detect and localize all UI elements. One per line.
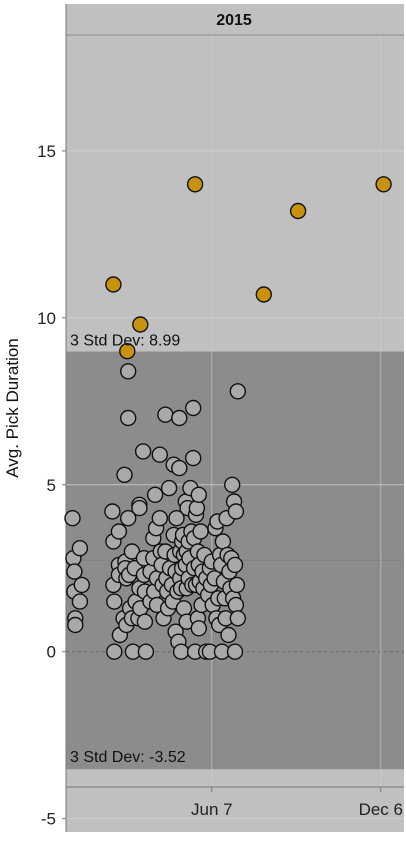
data-point [184,449,202,467]
data-point [71,593,89,610]
data-point [137,643,155,660]
data-point [157,406,174,423]
data-point [184,399,202,417]
data-point [131,499,148,517]
outlier-point [105,276,122,293]
data-point [151,446,169,463]
upper-band-label: 3 Std Dev: 8.99 [70,333,180,350]
x-tick-label: Jun 7 [191,800,233,819]
chart-title: 2015 [216,12,252,29]
outlier-point [289,202,307,220]
band-labels: 3 Std Dev: 8.99 3 Std Dev: -3.52 [70,333,186,767]
data-point [160,479,178,497]
data-point [172,643,190,660]
y-tick-label: 0 [47,643,56,662]
data-point [104,503,121,520]
outlier-point [119,343,136,360]
y-axis-ticks: -5 0 5 10 15 [37,142,66,829]
data-point [110,523,128,540]
data-point [67,616,84,634]
data-point [171,459,188,477]
data-point [146,486,164,503]
outlier-point [186,176,204,193]
data-point [229,383,247,400]
data-point [119,409,137,427]
x-tick-label: Dec 6 [359,800,403,819]
y-axis-title: Avg. Pick Duration [3,338,22,478]
data-point [227,503,245,520]
data-point [228,576,246,594]
data-point [226,556,244,574]
data-point [64,510,81,527]
data-point [151,510,169,527]
data-point [171,409,188,427]
data-point [136,613,154,630]
data-points [64,176,392,660]
data-point [227,596,245,614]
data-point [226,643,244,660]
y-tick-label: 15 [37,142,56,161]
data-point [119,363,137,380]
data-point [192,523,209,540]
lower-band-label: 3 Std Dev: -3.52 [70,749,186,766]
outlier-point [375,176,392,193]
x-axis-ticks: Jun 7 Dec 6 [191,787,403,819]
data-point [119,510,137,527]
data-point [220,626,237,644]
data-point [116,466,133,483]
data-point [188,499,206,517]
outlier-point [255,286,272,303]
data-point [168,510,185,527]
y-tick-label: -5 [41,810,56,829]
data-point [190,486,208,503]
data-point [106,593,123,610]
y-tick-label: 10 [37,309,56,328]
data-point [223,476,241,493]
data-point [106,643,123,660]
data-point [71,540,89,557]
data-point [73,576,91,594]
data-point [229,610,247,627]
outlier-point [132,316,149,333]
y-tick-label: 5 [47,476,56,495]
data-point [66,563,83,580]
data-point [175,600,193,617]
data-point [190,620,208,637]
data-point [134,443,152,460]
